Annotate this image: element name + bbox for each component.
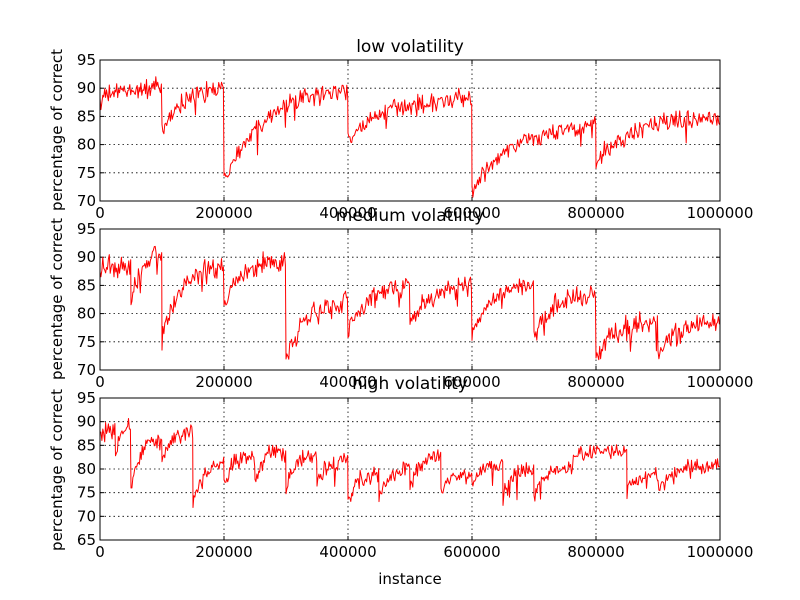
x-tick-label: 400000	[319, 543, 376, 561]
y-tick-label: 80	[77, 305, 96, 323]
x-tick-label: 600000	[443, 204, 500, 222]
panel-high-volatility: high volatility percentage of correct in…	[48, 374, 753, 588]
series-line	[99, 245, 720, 361]
ticks: 0 200000 400000 600000 800000 1000000 70 75 80 85…	[77, 220, 754, 391]
ticks: 0 200000 400000 600000 800000 1000000 70 75 80 85…	[77, 51, 754, 222]
y-tick-label: 85	[77, 107, 96, 125]
y-tick-label: 95	[77, 220, 96, 238]
x-tick-label: 0	[95, 543, 105, 561]
series-line	[99, 76, 721, 198]
x-tick-label: 600000	[443, 543, 500, 561]
x-tick-label: 1000000	[687, 543, 754, 561]
chart-title: high volatility	[352, 374, 468, 394]
x-tick-label: 800000	[567, 204, 624, 222]
y-axis-label: percentage of correct	[48, 218, 66, 380]
y-tick-label: 80	[77, 460, 96, 478]
x-tick-label: 1000000	[687, 204, 754, 222]
x-tick-label: 0	[95, 204, 105, 222]
panel-medium-volatility: medium volatility percentage of correct …	[48, 206, 753, 391]
y-tick-label: 65	[77, 531, 96, 549]
series-line	[99, 418, 720, 508]
chart-title: medium volatility	[336, 206, 484, 226]
axes-frame	[99, 59, 721, 202]
x-tick-label: 800000	[567, 373, 624, 391]
y-tick-label: 95	[77, 51, 96, 69]
x-tick-label: 400000	[319, 204, 376, 222]
ticks: 0 200000 400000 600000 800000 1000000 65 70 75 80…	[77, 389, 754, 561]
y-tick-label: 75	[77, 164, 96, 182]
chart-title: low volatility	[356, 37, 464, 57]
grid	[99, 59, 721, 202]
x-tick-label: 200000	[195, 543, 252, 561]
panel-low-volatility: low volatility percentage of correct 0 20…	[48, 37, 753, 222]
x-axis-label: instance	[378, 570, 442, 588]
y-tick-label: 75	[77, 333, 96, 351]
y-tick-label: 85	[77, 276, 96, 294]
y-tick-label: 90	[77, 413, 96, 431]
x-tick-label: 200000	[195, 373, 252, 391]
x-tick-label: 1000000	[687, 373, 754, 391]
x-tick-label: 600000	[443, 373, 500, 391]
y-tick-label: 70	[77, 361, 96, 379]
axes-frame	[99, 228, 721, 371]
x-tick-label: 800000	[567, 543, 624, 561]
x-tick-label: 0	[95, 373, 105, 391]
axes-frame	[99, 397, 721, 541]
y-tick-label: 70	[77, 192, 96, 210]
x-tick-label: 200000	[195, 204, 252, 222]
y-axis-label: percentage of correct	[48, 49, 66, 211]
y-tick-label: 85	[77, 436, 96, 454]
y-tick-label: 75	[77, 484, 96, 502]
x-tick-label: 400000	[319, 373, 376, 391]
y-tick-label: 90	[77, 79, 96, 97]
y-axis-label: percentage of correct	[48, 389, 66, 551]
y-tick-label: 95	[77, 389, 96, 407]
y-tick-label: 70	[77, 507, 96, 525]
y-tick-label: 90	[77, 248, 96, 266]
y-tick-label: 80	[77, 136, 96, 154]
